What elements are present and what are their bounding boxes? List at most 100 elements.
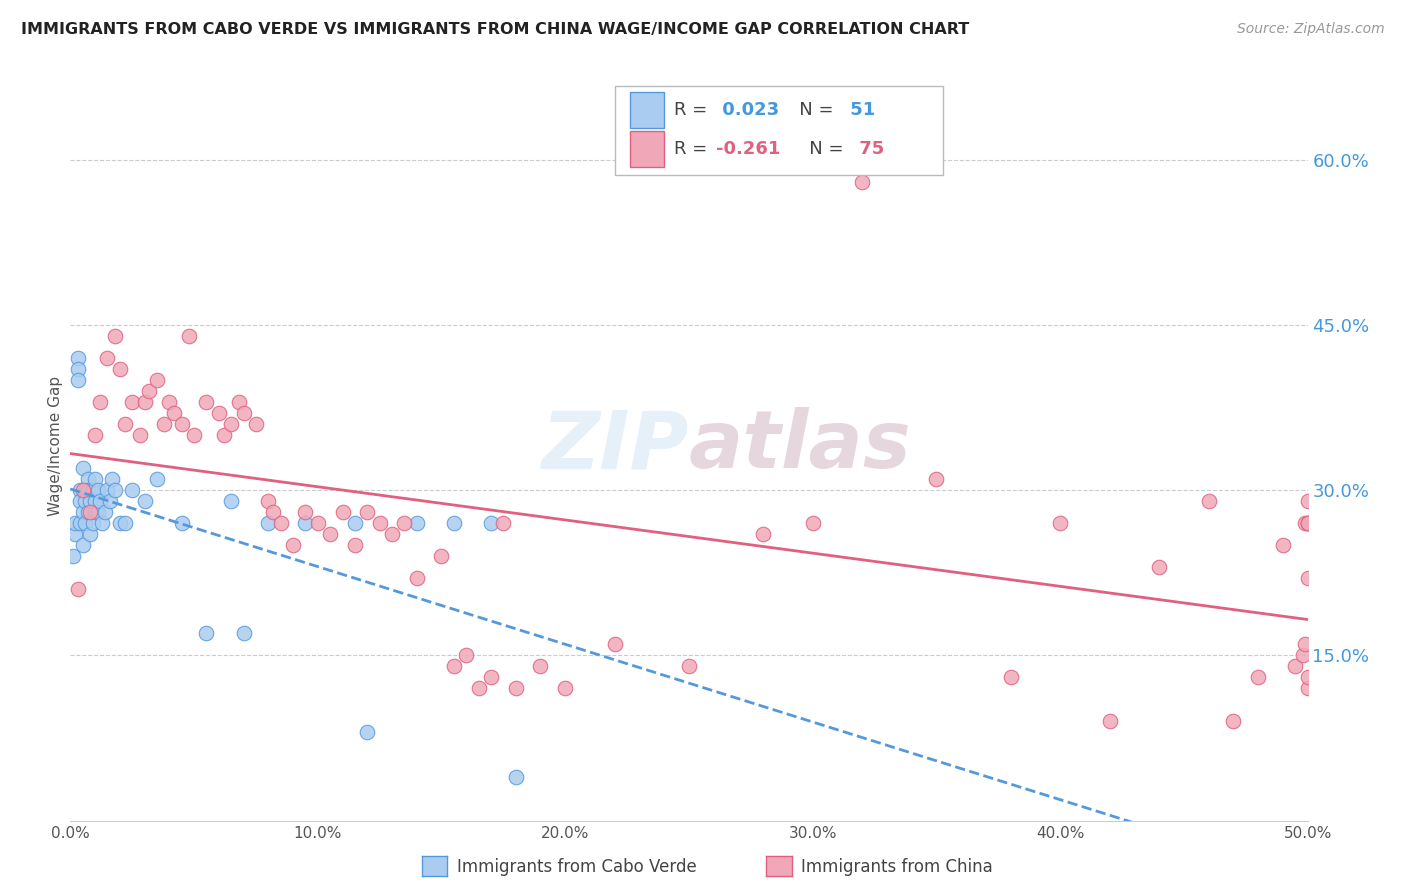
- Point: [146, 472, 169, 486]
- Point: [467, 681, 489, 696]
- Point: [114, 516, 136, 530]
- Point: [492, 516, 515, 530]
- Point: [257, 494, 280, 508]
- Point: [678, 659, 700, 673]
- Point: [307, 516, 329, 530]
- Point: [153, 417, 176, 431]
- Text: Source: ZipAtlas.com: Source: ZipAtlas.com: [1237, 22, 1385, 37]
- Point: [69, 516, 91, 530]
- Point: [479, 670, 502, 684]
- Point: [170, 516, 193, 530]
- Point: [1000, 670, 1022, 684]
- Point: [128, 428, 150, 442]
- Point: [72, 483, 94, 497]
- Point: [368, 516, 391, 530]
- FancyBboxPatch shape: [630, 93, 664, 128]
- Point: [183, 428, 205, 442]
- Point: [96, 351, 118, 365]
- Text: 51: 51: [844, 102, 875, 120]
- Point: [443, 516, 465, 530]
- Point: [1294, 637, 1316, 651]
- Point: [381, 527, 404, 541]
- Point: [529, 659, 551, 673]
- Point: [356, 505, 378, 519]
- Point: [405, 571, 427, 585]
- Point: [66, 362, 89, 376]
- Point: [82, 483, 104, 497]
- Point: [146, 373, 169, 387]
- Point: [94, 505, 117, 519]
- Point: [603, 637, 626, 651]
- Point: [505, 681, 527, 696]
- Point: [65, 516, 87, 530]
- Point: [121, 395, 143, 409]
- Point: [232, 626, 254, 640]
- Point: [195, 395, 218, 409]
- Point: [82, 516, 104, 530]
- FancyBboxPatch shape: [614, 87, 942, 175]
- Point: [138, 384, 160, 398]
- Point: [86, 505, 108, 519]
- Point: [219, 417, 242, 431]
- Point: [752, 527, 775, 541]
- Point: [1049, 516, 1071, 530]
- Point: [851, 175, 873, 189]
- Point: [66, 373, 89, 387]
- Point: [1198, 494, 1220, 508]
- Point: [79, 527, 101, 541]
- Point: [104, 328, 127, 343]
- Point: [84, 428, 107, 442]
- Point: [170, 417, 193, 431]
- Point: [925, 472, 948, 486]
- Point: [1296, 516, 1319, 530]
- Y-axis label: Wage/Income Gap: Wage/Income Gap: [48, 376, 63, 516]
- Text: IMMIGRANTS FROM CABO VERDE VS IMMIGRANTS FROM CHINA WAGE/INCOME GAP CORRELATION : IMMIGRANTS FROM CABO VERDE VS IMMIGRANTS…: [21, 22, 969, 37]
- Point: [69, 494, 91, 508]
- Point: [232, 406, 254, 420]
- Point: [76, 483, 98, 497]
- Point: [101, 472, 124, 486]
- Point: [76, 505, 98, 519]
- Point: [319, 527, 342, 541]
- Point: [195, 626, 218, 640]
- Point: [356, 725, 378, 739]
- Point: [108, 516, 131, 530]
- Point: [163, 406, 186, 420]
- Point: [294, 516, 316, 530]
- Point: [157, 395, 180, 409]
- Point: [554, 681, 576, 696]
- Point: [65, 527, 87, 541]
- Text: 75: 75: [853, 140, 884, 158]
- Point: [1247, 670, 1270, 684]
- Point: [343, 516, 366, 530]
- Point: [1271, 538, 1294, 552]
- Point: [479, 516, 502, 530]
- Point: [79, 505, 101, 519]
- Point: [121, 483, 143, 497]
- Point: [257, 516, 280, 530]
- Point: [86, 483, 108, 497]
- Point: [134, 395, 156, 409]
- Point: [114, 417, 136, 431]
- Point: [79, 494, 101, 508]
- Point: [1284, 659, 1306, 673]
- Point: [72, 461, 94, 475]
- Point: [75, 494, 97, 508]
- Point: [69, 483, 91, 497]
- Point: [134, 494, 156, 508]
- Point: [1296, 516, 1319, 530]
- Point: [66, 351, 89, 365]
- Text: R =: R =: [673, 102, 713, 120]
- Point: [228, 395, 250, 409]
- Text: Immigrants from Cabo Verde: Immigrants from Cabo Verde: [457, 858, 697, 876]
- Point: [270, 516, 292, 530]
- Point: [1222, 714, 1244, 729]
- Point: [76, 472, 98, 486]
- Point: [84, 505, 107, 519]
- Point: [208, 406, 231, 420]
- Point: [72, 505, 94, 519]
- Point: [104, 483, 127, 497]
- Point: [245, 417, 267, 431]
- Point: [96, 483, 118, 497]
- Point: [1296, 516, 1319, 530]
